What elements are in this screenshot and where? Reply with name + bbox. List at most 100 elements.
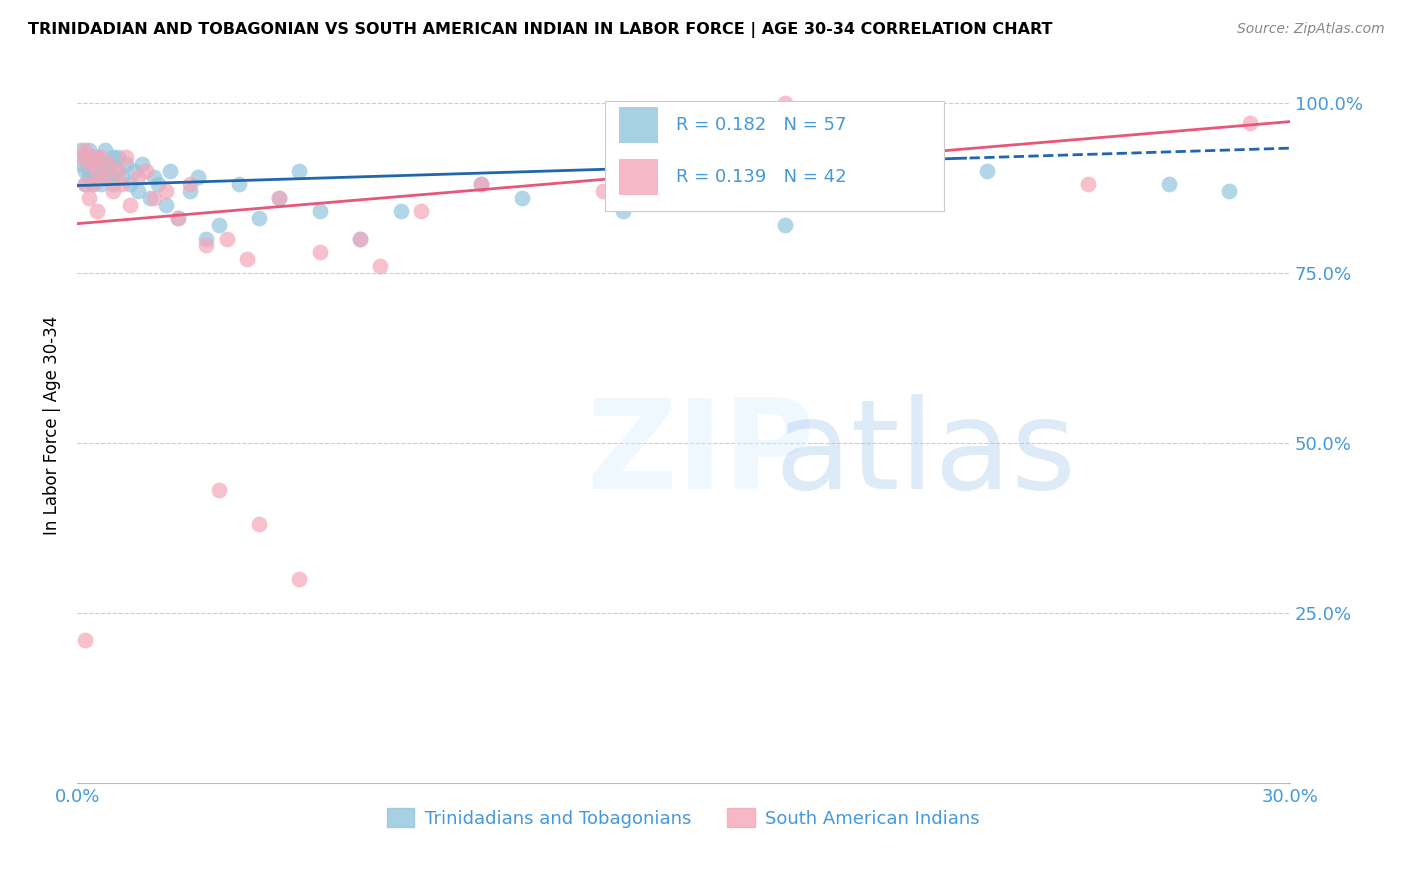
Point <box>288 163 311 178</box>
FancyBboxPatch shape <box>619 107 658 143</box>
Point <box>409 204 432 219</box>
Point <box>308 204 330 219</box>
Point <box>773 218 796 232</box>
Point <box>1157 178 1180 192</box>
Point <box>75 150 97 164</box>
Point <box>86 163 108 178</box>
Point <box>86 150 108 164</box>
Legend: Trinidadians and Tobagonians, South American Indians: Trinidadians and Tobagonians, South Amer… <box>380 801 987 835</box>
Point <box>70 157 93 171</box>
Point <box>135 163 157 178</box>
Point <box>86 204 108 219</box>
Point <box>103 178 125 192</box>
Point <box>349 232 371 246</box>
Point <box>103 184 125 198</box>
Point <box>98 157 121 171</box>
Point <box>86 163 108 178</box>
Point <box>773 95 796 110</box>
Point <box>349 232 371 246</box>
Y-axis label: In Labor Force | Age 30-34: In Labor Force | Age 30-34 <box>44 316 60 535</box>
Point <box>82 178 104 192</box>
FancyBboxPatch shape <box>619 159 658 194</box>
Point <box>976 163 998 178</box>
Point <box>470 178 492 192</box>
Point <box>167 211 190 226</box>
Point <box>269 191 291 205</box>
Point <box>269 191 291 205</box>
Point <box>90 150 112 164</box>
Point <box>228 178 250 192</box>
Point <box>288 572 311 586</box>
Point <box>195 238 218 252</box>
Point <box>155 184 177 198</box>
Point <box>77 157 100 171</box>
Point <box>592 184 614 198</box>
Point <box>77 163 100 178</box>
Point <box>308 245 330 260</box>
FancyBboxPatch shape <box>605 101 945 211</box>
Point <box>75 178 97 192</box>
Point <box>510 191 533 205</box>
Point <box>103 150 125 164</box>
Point <box>179 178 201 192</box>
Point <box>187 170 209 185</box>
Point <box>118 178 141 192</box>
Point <box>75 633 97 648</box>
Point <box>94 163 117 178</box>
Point <box>1077 178 1099 192</box>
Point <box>75 163 97 178</box>
Point <box>159 163 181 178</box>
Point <box>142 170 165 185</box>
Point <box>98 157 121 171</box>
Point <box>236 252 259 266</box>
Point <box>82 157 104 171</box>
Point <box>114 150 136 164</box>
Point <box>107 163 129 178</box>
Point <box>94 143 117 157</box>
Text: R = 0.182   N = 57: R = 0.182 N = 57 <box>676 116 846 134</box>
Point <box>110 170 132 185</box>
Point <box>90 157 112 171</box>
Point <box>82 178 104 192</box>
Point <box>207 218 229 232</box>
Text: Source: ZipAtlas.com: Source: ZipAtlas.com <box>1237 22 1385 37</box>
Text: atlas: atlas <box>775 394 1077 515</box>
Point <box>75 178 97 192</box>
Point <box>77 143 100 157</box>
Text: ZIP: ZIP <box>586 394 815 515</box>
Point <box>90 178 112 192</box>
Point <box>247 211 270 226</box>
Point <box>146 178 169 192</box>
Point <box>693 170 716 185</box>
Point <box>127 184 149 198</box>
Point <box>875 157 897 171</box>
Point <box>894 157 917 171</box>
Point <box>77 170 100 185</box>
Point <box>98 170 121 185</box>
Point <box>139 191 162 205</box>
Point <box>75 143 97 157</box>
Point <box>122 163 145 178</box>
Point <box>215 232 238 246</box>
Point <box>77 191 100 205</box>
Point <box>370 259 392 273</box>
Point <box>118 197 141 211</box>
Text: R = 0.139   N = 42: R = 0.139 N = 42 <box>676 168 846 186</box>
Point <box>155 197 177 211</box>
Point <box>207 483 229 498</box>
Point <box>107 163 129 178</box>
Point <box>195 232 218 246</box>
Point <box>470 178 492 192</box>
Point <box>389 204 412 219</box>
Point <box>107 150 129 164</box>
Point <box>110 178 132 192</box>
Point <box>693 150 716 164</box>
Point <box>131 157 153 171</box>
Text: TRINIDADIAN AND TOBAGONIAN VS SOUTH AMERICAN INDIAN IN LABOR FORCE | AGE 30-34 C: TRINIDADIAN AND TOBAGONIAN VS SOUTH AMER… <box>28 22 1053 38</box>
Point <box>70 143 93 157</box>
Point <box>86 170 108 185</box>
Point <box>94 170 117 185</box>
Point <box>82 150 104 164</box>
Point <box>82 150 104 164</box>
Point <box>167 211 190 226</box>
